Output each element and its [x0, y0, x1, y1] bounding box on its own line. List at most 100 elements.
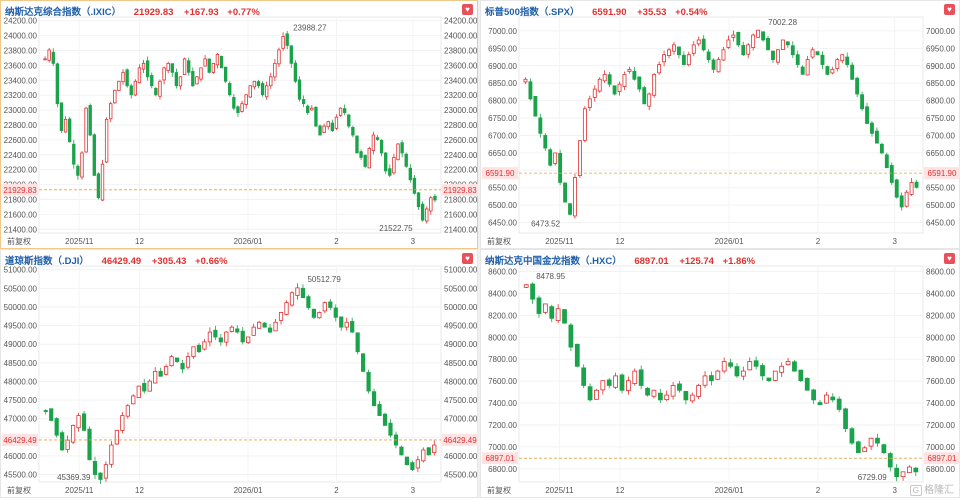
x-tick-label: 12	[135, 237, 144, 246]
fq-label[interactable]: 前复权	[487, 485, 511, 495]
x-tick-label: 2	[334, 486, 339, 495]
candle	[728, 358, 733, 369]
candle	[388, 419, 393, 438]
candle	[158, 79, 162, 100]
x-tick-label: 2026/01	[715, 486, 744, 495]
y-tick-label-left: 22800.00	[4, 121, 38, 130]
current-price-tag-bg	[482, 167, 518, 180]
low-annotation: 21522.75	[379, 224, 413, 233]
candle	[805, 55, 810, 76]
fq-label[interactable]: 前复权	[7, 485, 31, 495]
y-tick-label-left: 21600.00	[4, 210, 38, 219]
candle	[830, 66, 835, 75]
y-tick-label-left: 6650.00	[488, 149, 517, 158]
candle	[295, 283, 300, 300]
candle	[145, 56, 150, 81]
candle	[523, 283, 529, 289]
y-tick-label-left: 6850.00	[488, 79, 517, 88]
candle	[817, 399, 823, 406]
panel-dji[interactable]: 51000.00 51000.00 50500.00 50500.00 50000.00…	[0, 249, 478, 498]
candle	[195, 76, 199, 85]
candle	[909, 178, 914, 196]
spx-chart[interactable]: 7000.00 7000.00 6950.00 6950.00 6900.00 6900.…	[481, 1, 960, 250]
low-annotation: 45369.39	[57, 473, 91, 482]
candle	[913, 466, 919, 477]
panel-spx[interactable]: 7000.00 7000.00 6950.00 6950.00 6900.00 6900.…	[480, 0, 960, 249]
candle	[43, 56, 47, 61]
low-annotation: 6729.09	[858, 473, 887, 482]
favorite-heart-icon[interactable]: ♥	[462, 253, 473, 264]
candle	[339, 316, 344, 331]
candle	[113, 89, 117, 104]
candle	[670, 381, 676, 400]
y-tick-label-left: 45500.00	[4, 471, 38, 480]
y-tick-label-left: 48500.00	[4, 359, 38, 368]
ixic-header: 纳斯达克综合指数（.IXIC） 21929.83 +167.93 +0.77%	[5, 4, 266, 18]
ixic-change: +167.93	[184, 7, 219, 18]
candle	[879, 142, 884, 155]
fq-label[interactable]: 前复权	[487, 236, 511, 246]
candle	[914, 179, 919, 189]
dji-chart[interactable]: 51000.00 51000.00 50500.00 50500.00 50000.00…	[1, 250, 479, 499]
candle	[240, 100, 244, 113]
candle	[840, 54, 845, 64]
y-tick-label-right: 50500.00	[444, 284, 478, 293]
candle	[333, 304, 338, 322]
candle	[84, 106, 88, 153]
candle	[76, 412, 81, 432]
candle	[421, 447, 426, 463]
candle	[103, 461, 109, 482]
ixic-chart[interactable]: 24200.00 24200.00 24000.00 24000.00 23800.00…	[1, 1, 479, 250]
favorite-heart-icon[interactable]: ♥	[462, 4, 473, 15]
spx-price: 6591.90	[592, 7, 627, 18]
hxc-chart[interactable]: 8600.00 8600.00 8400.00 8400.00 8200.00 8200.…	[481, 250, 960, 499]
y-tick-label-left: 6500.00	[488, 201, 517, 210]
current-price-tag: 46429.49	[3, 436, 37, 445]
high-annotation: 23988.27	[293, 23, 327, 32]
candle	[721, 46, 726, 61]
candle	[297, 76, 302, 102]
candle	[792, 360, 797, 372]
current-price-tag-bg	[482, 452, 518, 465]
y-tick-label-right: 7800.00	[926, 355, 955, 364]
candle	[268, 323, 273, 334]
candle	[43, 409, 48, 415]
candle	[293, 60, 298, 84]
y-tick-label-left: 6800.00	[488, 97, 517, 106]
y-tick-label-left: 47000.00	[4, 415, 38, 424]
candle	[581, 364, 587, 389]
dji-title: 道琼斯指数（.DJI）	[5, 256, 89, 267]
y-tick-label-right: 51000.00	[444, 266, 478, 275]
current-price-tag: 6591.90	[486, 169, 515, 178]
candle	[568, 202, 572, 216]
current-price-tag-bg	[442, 433, 478, 446]
y-tick-label-left: 46000.00	[4, 452, 38, 461]
current-price-tag-bg	[442, 183, 478, 196]
y-tick-label-left: 23000.00	[4, 106, 38, 115]
panel-ixic[interactable]: 24200.00 24200.00 24000.00 24000.00 23800.00…	[0, 0, 478, 249]
favorite-heart-icon[interactable]: ♥	[944, 253, 955, 264]
dji-change: +305.43	[151, 256, 187, 267]
y-tick-label-left: 50000.00	[4, 303, 38, 312]
favorite-heart-icon[interactable]: ♥	[944, 4, 955, 15]
x-tick-label: 3	[411, 237, 416, 246]
x-tick-label: 3	[892, 486, 897, 495]
candle	[715, 369, 721, 380]
candle	[562, 308, 567, 324]
panel-hxc[interactable]: 8600.00 8600.00 8400.00 8400.00 8200.00 8200.…	[480, 249, 960, 498]
candle	[162, 66, 166, 85]
candle	[606, 378, 612, 389]
candle	[257, 320, 262, 330]
candle	[412, 174, 417, 195]
ixic-pct: +0.77%	[227, 7, 260, 18]
candle	[746, 43, 751, 59]
candle	[613, 372, 618, 390]
current-price-tag-bg	[2, 183, 38, 196]
x-tick-label: 2025/11	[545, 486, 574, 495]
fq-label[interactable]: 前复权	[7, 236, 31, 246]
candle	[65, 435, 70, 453]
candle	[153, 367, 158, 384]
y-tick-label-right: 23600.00	[444, 61, 478, 70]
candle	[269, 72, 273, 89]
